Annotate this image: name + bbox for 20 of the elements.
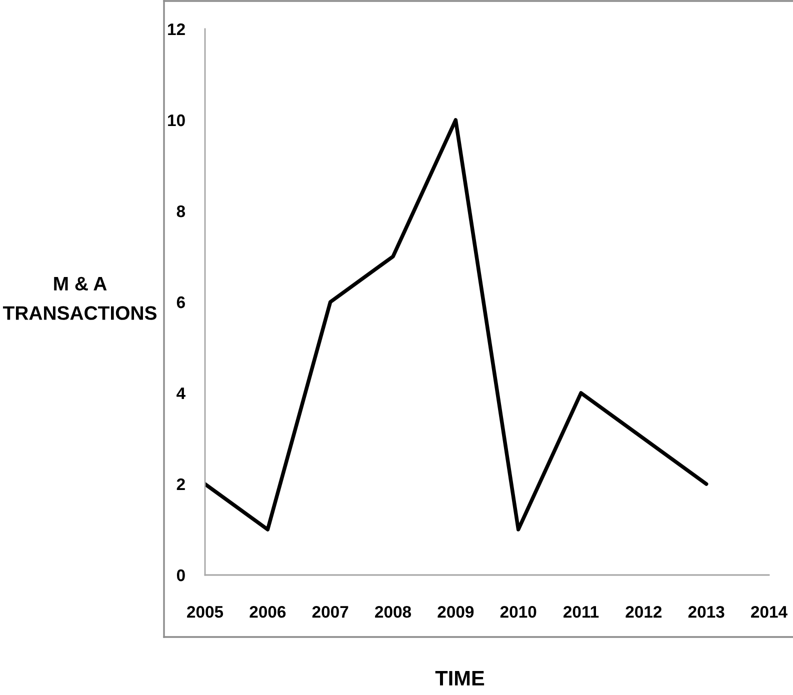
y-axis-title: M & A TRANSACTIONS [2, 276, 156, 320]
y-tick-label: 12 [168, 23, 185, 36]
x-tick-label: 2011 [564, 606, 599, 618]
y-tick-label: 2 [176, 478, 185, 490]
x-tick-label: 2005 [187, 606, 224, 618]
y-tick-label: 8 [176, 205, 186, 218]
line-series [205, 118, 708, 532]
x-tick-label: 2006 [250, 606, 286, 618]
x-tick-label: 2013 [688, 606, 724, 618]
x-tick-label: 2009 [438, 606, 474, 618]
x-axis-title: TIME [435, 671, 484, 686]
y-tick-label: 6 [176, 296, 185, 308]
y-tick-label: 4 [176, 388, 186, 400]
x-tick-label: 2007 [312, 606, 348, 618]
y-tick-label: 0 [176, 569, 185, 582]
x-tick-label: 2010 [500, 606, 536, 618]
x-tick-label: 2014 [751, 606, 788, 618]
y-tick-label: 10 [168, 114, 185, 126]
x-tick-label: 2008 [375, 606, 412, 618]
x-tick-label: 2012 [626, 606, 662, 618]
